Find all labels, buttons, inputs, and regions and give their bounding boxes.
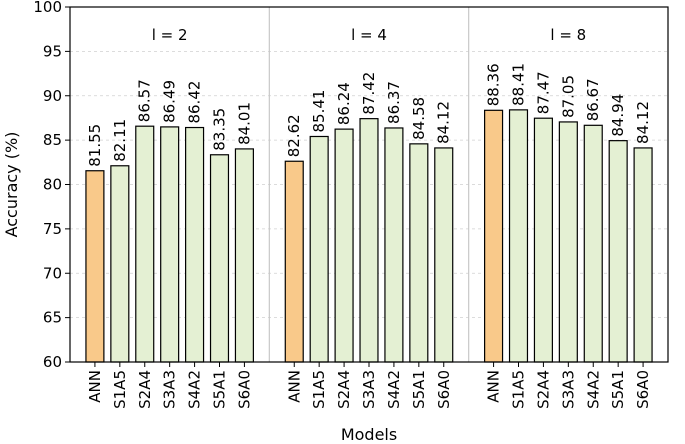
y-axis-label: Accuracy (%)	[2, 132, 21, 238]
data-label: 85.41	[310, 90, 328, 133]
x-tick-label: S6A0	[634, 370, 652, 409]
y-tick-label: 75	[43, 220, 62, 238]
data-label: 86.24	[335, 82, 353, 125]
y-tick-label: 95	[43, 42, 62, 60]
bar	[508, 109, 529, 363]
group-titles: l = 2 l = 4 l = 8	[152, 26, 586, 44]
bar	[583, 124, 603, 363]
data-label: 82.62	[285, 114, 303, 157]
data-label: 88.41	[510, 63, 528, 106]
y-tick-label: 100	[33, 0, 62, 16]
x-tick-label: S4A2	[584, 370, 602, 409]
data-label: 87.05	[559, 75, 577, 118]
y-tick-label: 80	[43, 176, 62, 194]
bar	[85, 170, 105, 363]
bar	[334, 128, 354, 363]
x-tick-label: ANN	[485, 370, 503, 403]
data-label: 84.94	[609, 94, 627, 137]
bars	[85, 109, 653, 363]
bar	[135, 125, 155, 363]
data-label: 87.42	[360, 72, 378, 115]
bar	[234, 148, 254, 363]
data-label: 88.36	[485, 63, 503, 106]
bar	[284, 160, 304, 363]
bar	[309, 135, 329, 363]
group-dividers	[268, 7, 470, 362]
bar	[558, 121, 578, 363]
bar	[533, 117, 553, 363]
x-tick-label: S1A5	[111, 370, 129, 409]
data-label: 86.37	[385, 81, 403, 124]
data-label: 82.11	[111, 119, 129, 162]
x-tick-label: ANN	[285, 370, 303, 403]
x-tick-label: S1A5	[310, 370, 328, 409]
bar	[608, 140, 628, 363]
bar	[434, 147, 454, 363]
x-axis-label: Models	[341, 425, 397, 444]
bar	[110, 165, 130, 363]
bar	[160, 126, 180, 363]
group-title: l = 8	[550, 26, 586, 44]
y-tick-label: 60	[43, 353, 62, 371]
data-label: 87.47	[534, 71, 552, 114]
data-label: 86.57	[136, 79, 154, 122]
y-tick-label: 70	[43, 264, 62, 282]
x-tick-label: S4A2	[186, 370, 204, 409]
data-label: 81.55	[86, 124, 104, 167]
y-tick-label: 65	[43, 309, 62, 327]
x-tick-label: S5A1	[211, 370, 229, 409]
x-tick-label: S2A4	[534, 370, 552, 409]
x-axis-ticks: ANN S1A5 S2A4 S3A3 S4A2 S5A1 S6A0 ANN S1A5 S2A4 S3…	[86, 362, 652, 409]
x-tick-label: S6A0	[235, 370, 253, 409]
x-tick-label: S3A3	[161, 370, 179, 409]
group-title: l = 4	[351, 26, 387, 44]
data-label: 86.49	[161, 80, 179, 123]
x-tick-label: S3A3	[559, 370, 577, 409]
bar	[359, 118, 379, 363]
y-tick-label: 90	[43, 87, 62, 105]
data-label: 84.01	[235, 102, 253, 145]
x-tick-label: S5A1	[609, 370, 627, 409]
group-title: l = 2	[152, 26, 188, 44]
data-label: 86.42	[186, 81, 204, 124]
bar	[484, 109, 504, 363]
bar	[633, 147, 653, 363]
x-tick-label: S5A1	[410, 370, 428, 409]
data-label: 84.12	[634, 101, 652, 144]
bar	[209, 154, 230, 363]
x-tick-label: S4A2	[385, 370, 403, 409]
x-tick-label: S6A0	[435, 370, 453, 409]
data-label: 86.67	[584, 78, 602, 121]
y-tick-label: 85	[43, 131, 62, 149]
x-tick-label: S3A3	[360, 370, 378, 409]
data-labels: 81.55 82.11 86.57 86.49 86.42 83.35 84.01 82.62…	[86, 63, 652, 167]
x-tick-label: S2A4	[335, 370, 353, 409]
bar	[409, 143, 429, 363]
data-label: 84.12	[435, 101, 453, 144]
data-label: 83.35	[211, 108, 229, 151]
x-tick-label: S1A5	[510, 370, 528, 409]
x-tick-label: S2A4	[136, 370, 154, 409]
data-label: 84.58	[410, 97, 428, 140]
y-axis-ticks: 60 65 70 75 80 85 90 95 100	[33, 0, 70, 371]
bar	[185, 126, 205, 363]
x-tick-label: ANN	[86, 370, 104, 403]
bar	[384, 127, 404, 363]
